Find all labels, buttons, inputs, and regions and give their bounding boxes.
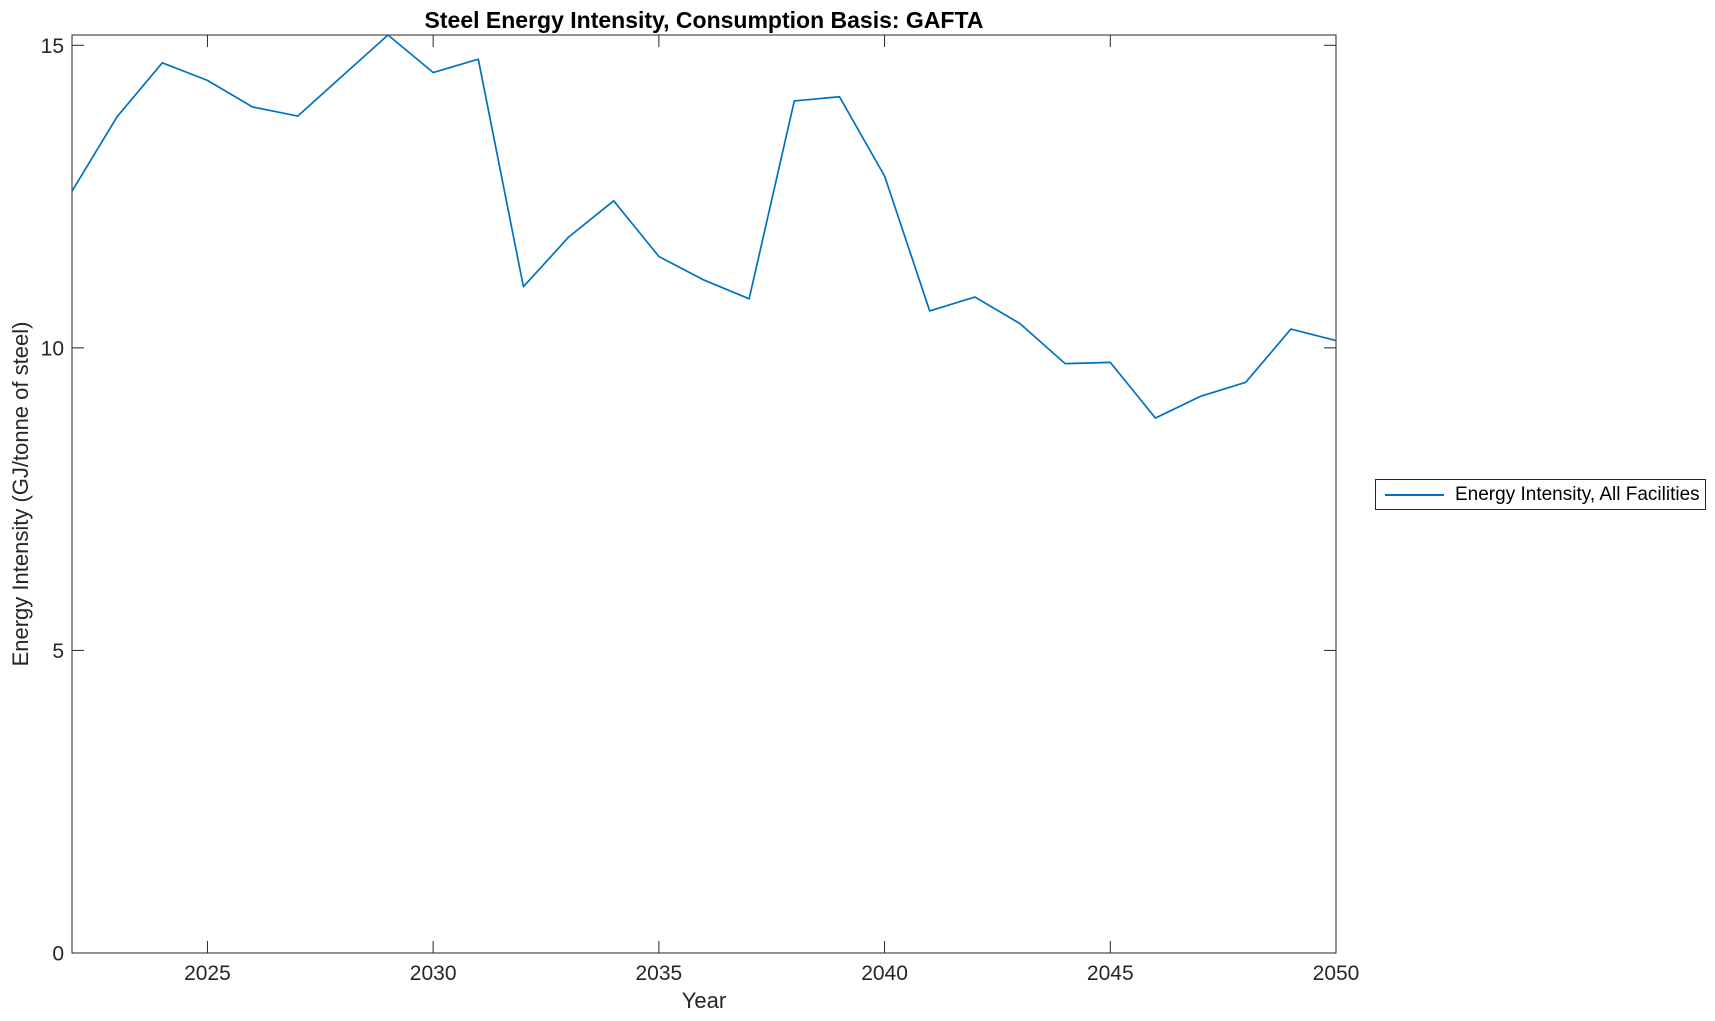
legend[interactable]: Energy Intensity, All Facilities bbox=[1375, 479, 1706, 510]
axes-box bbox=[71, 34, 1337, 954]
x-tick-label: 2025 bbox=[184, 962, 231, 985]
y-tick-label: 15 bbox=[41, 35, 64, 58]
y-tick-label: 0 bbox=[52, 943, 64, 966]
x-tick-label: 2030 bbox=[410, 962, 457, 985]
x-tick-label: 2050 bbox=[1313, 962, 1360, 985]
x-tick-label: 2040 bbox=[861, 962, 908, 985]
x-tick-label: 2045 bbox=[1087, 962, 1134, 985]
legend-entry-label: Energy Intensity, All Facilities bbox=[1455, 483, 1700, 505]
energy-intensity-line bbox=[71, 34, 1337, 419]
y-tick-label: 10 bbox=[41, 337, 64, 360]
x-tick-label: 2035 bbox=[635, 962, 682, 985]
x-axis-label: Year bbox=[681, 988, 727, 1013]
chart-title: Steel Energy Intensity, Consumption Basi… bbox=[424, 7, 984, 33]
y-axis-label: Energy Intensity (GJ/tonne of steel) bbox=[8, 321, 33, 667]
y-tick-label: 5 bbox=[52, 640, 64, 663]
legend-line-sample-icon bbox=[1385, 493, 1444, 496]
